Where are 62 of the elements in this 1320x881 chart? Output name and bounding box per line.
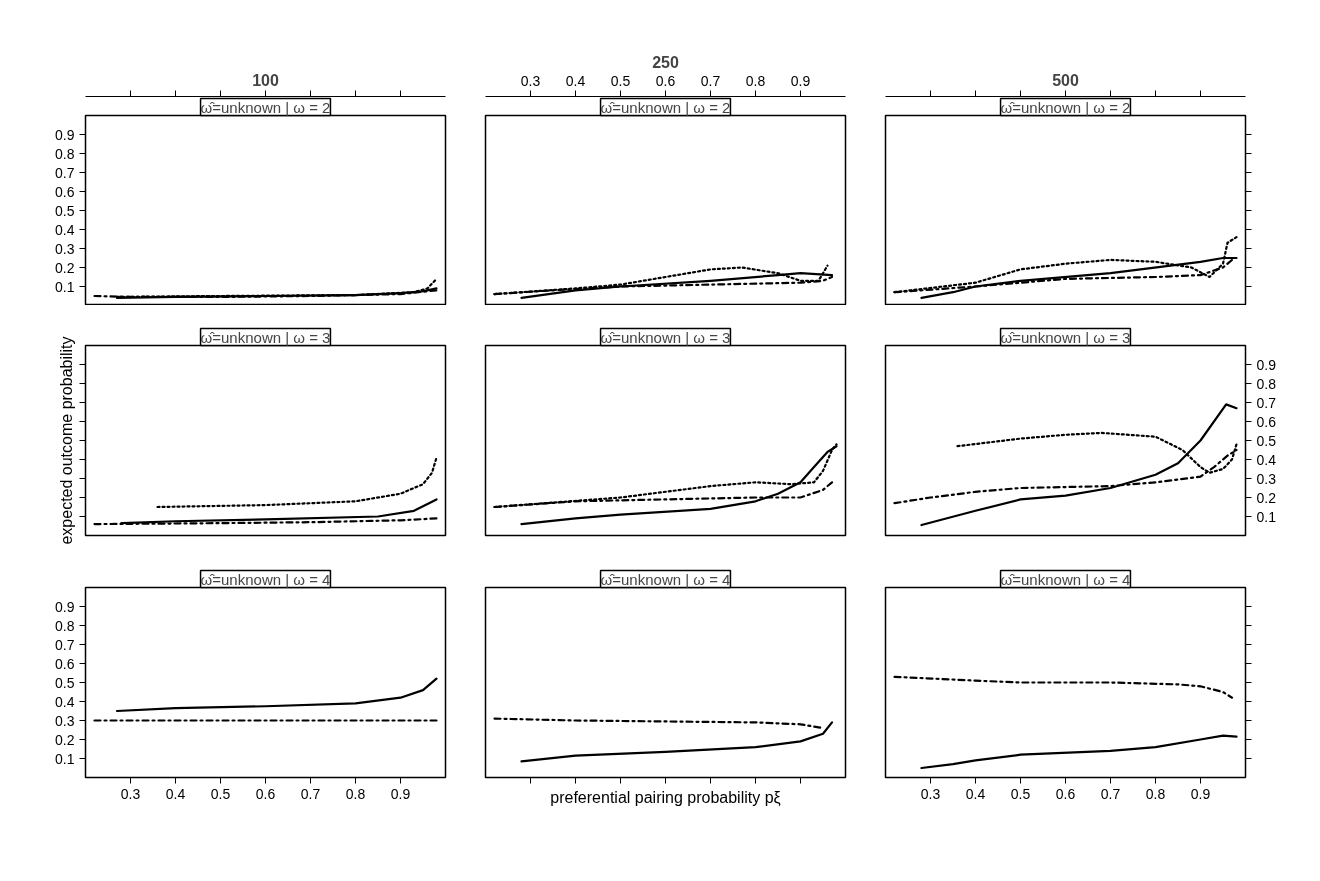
x-tick-label: 0.4 xyxy=(165,785,186,802)
chart-subtitle: ω̂=unknown | ω = 4 xyxy=(200,570,331,588)
y-tick-label: 0.1 xyxy=(1256,508,1277,525)
y-tick-label: 0.6 xyxy=(55,183,75,200)
y-tick-label: 0.2 xyxy=(1256,489,1277,506)
y-tick-label: 0.7 xyxy=(55,636,75,653)
x2-tick-label: 0.5 xyxy=(610,72,631,89)
x-tick-label: 0.4 xyxy=(965,785,986,802)
y-tick-label: 0.6 xyxy=(1256,413,1277,430)
y-tick-label: 0.9 xyxy=(1256,356,1277,373)
y-tick-label: 0.2 xyxy=(55,259,75,276)
x-tick-label: 0.3 xyxy=(120,785,141,802)
x-tick-label: 0.7 xyxy=(300,785,321,802)
x-axis-title: preferential pairing probability pξ xyxy=(550,788,781,807)
x-tick-label: 0.7 xyxy=(1100,785,1121,802)
chart-subtitle: ω̂=unknown | ω = 3 xyxy=(200,328,331,346)
y-tick-label: 0.6 xyxy=(55,655,75,672)
y-tick-label: 0.5 xyxy=(55,202,75,219)
y-tick-label: 0.4 xyxy=(55,693,75,710)
y-tick-label: 0.9 xyxy=(55,598,75,615)
chart-subtitle: ω̂=unknown | ω = 3 xyxy=(600,328,731,346)
x2-tick-label: 0.9 xyxy=(790,72,811,89)
chart-title: 250 xyxy=(652,53,679,71)
x2-tick-label: 0.8 xyxy=(745,72,766,89)
y-tick-label: 0.8 xyxy=(55,145,75,162)
x-tick-label: 0.9 xyxy=(1190,785,1211,802)
y-tick-label: 0.3 xyxy=(1256,470,1277,487)
y-tick-label: 0.2 xyxy=(55,731,75,748)
y-tick-label: 0.1 xyxy=(55,750,75,767)
x2-tick-label: 0.4 xyxy=(565,72,586,89)
x2-tick-label: 0.6 xyxy=(655,72,676,89)
chart-subtitle: ω̂=unknown | ω = 4 xyxy=(1000,570,1131,588)
y-tick-label: 0.7 xyxy=(1256,394,1277,411)
x-tick-label: 0.9 xyxy=(390,785,411,802)
x-tick-label: 0.6 xyxy=(255,785,276,802)
chart-subtitle: ω̂=unknown | ω = 2 xyxy=(1000,98,1131,116)
y-tick-label: 0.5 xyxy=(1256,432,1277,449)
x-tick-label: 0.5 xyxy=(1010,785,1031,802)
y-tick-label: 0.4 xyxy=(55,221,75,238)
y-tick-label: 0.5 xyxy=(55,674,75,691)
y-axis-title: expected outcome probability xyxy=(57,336,75,545)
chart-title: 500 xyxy=(1052,71,1079,89)
y-tick-label: 0.3 xyxy=(55,712,75,729)
y-tick-label: 0.9 xyxy=(55,126,75,143)
chart-title: 100 xyxy=(252,71,279,89)
y-tick-label: 0.1 xyxy=(55,278,75,295)
x-tick-label: 0.8 xyxy=(1145,785,1166,802)
y-tick-label: 0.8 xyxy=(1256,375,1277,392)
x-tick-label: 0.5 xyxy=(210,785,231,802)
y-tick-label: 0.3 xyxy=(55,240,75,257)
chart-subtitle: ω̂=unknown | ω = 2 xyxy=(600,98,731,116)
chart-subtitle: ω̂=unknown | ω = 4 xyxy=(600,570,731,588)
x-tick-label: 0.8 xyxy=(345,785,366,802)
x2-tick-label: 0.7 xyxy=(700,72,721,89)
chart-subtitle: ω̂=unknown | ω = 2 xyxy=(200,98,331,116)
y-tick-label: 0.7 xyxy=(55,164,75,181)
y-tick-label: 0.8 xyxy=(55,617,75,634)
x-tick-label: 0.3 xyxy=(920,785,941,802)
chart-subtitle: ω̂=unknown | ω = 3 xyxy=(1000,328,1131,346)
y-tick-label: 0.4 xyxy=(1256,451,1277,468)
x-tick-label: 0.6 xyxy=(1055,785,1076,802)
x2-tick-label: 0.3 xyxy=(520,72,541,89)
